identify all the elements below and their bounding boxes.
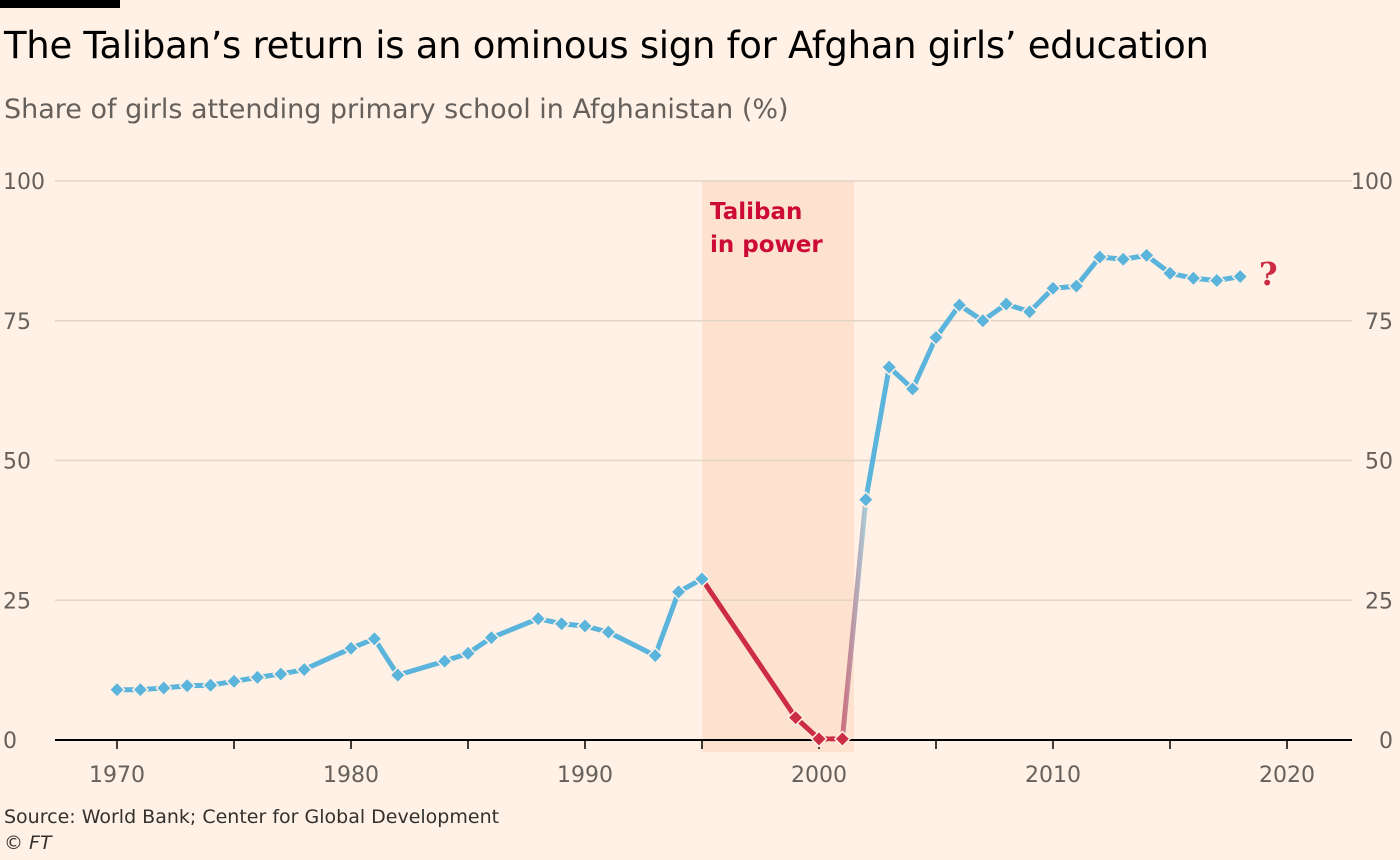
y-tick-label-right-75: 75	[1365, 310, 1393, 335]
data-point-1989	[553, 615, 571, 633]
y-tick-label-left-75: 75	[3, 310, 31, 335]
data-point-1990	[576, 617, 594, 635]
taliban-label-line1: Taliban	[710, 199, 802, 225]
y-tick-label-right-0: 0	[1379, 729, 1393, 754]
data-point-1984	[436, 652, 454, 670]
y-tick-label-right-25: 25	[1365, 589, 1393, 614]
axis-layer: 0 0 25 25 50 50 75 75 100 100 1970 1980 1990 2000 2010…	[3, 170, 1393, 788]
ft-top-bar	[0, 0, 120, 8]
data-point-2000	[810, 730, 828, 748]
data-point-1971	[131, 681, 149, 699]
line-segment-2002-2003	[863, 364, 892, 503]
data-point-1975	[225, 672, 243, 690]
data-point-2003	[880, 358, 898, 376]
line-segment-2001-2002	[839, 497, 869, 742]
x-tick-label-2020: 2020	[1259, 763, 1315, 788]
line-segment-1981-1982	[371, 636, 401, 678]
data-point-1978	[295, 661, 313, 679]
data-point-1977	[272, 665, 290, 683]
data-point-2013	[1114, 250, 1132, 268]
source-note: Source: World Bank; Center for Global De…	[4, 806, 500, 828]
data-point-1981	[365, 630, 383, 648]
x-tick-label-2000: 2000	[791, 763, 847, 788]
line-segment-1978-1980	[301, 645, 354, 673]
data-point-2007	[974, 312, 992, 330]
grid-layer	[55, 180, 1352, 601]
line-segment-2011-2012	[1073, 254, 1103, 289]
y-tick-label-left-0: 0	[3, 729, 17, 754]
data-point-2004	[904, 380, 922, 398]
data-point-2008	[997, 295, 1015, 313]
data-point-1999	[787, 709, 805, 727]
data-point-1991	[599, 623, 617, 641]
data-point-2011	[1067, 277, 1085, 295]
data-point-1973	[178, 677, 196, 695]
point-layer	[108, 246, 1249, 748]
line-segment-2005-2006	[933, 302, 962, 341]
data-point-2018	[1231, 268, 1249, 286]
data-point-2012	[1091, 248, 1109, 266]
y-tick-label-left-50: 50	[3, 450, 31, 475]
data-point-2001	[833, 730, 851, 748]
data-point-2009	[1021, 303, 1039, 321]
line-segment-1982-1984	[395, 658, 448, 678]
ft-credit: © FT	[4, 832, 52, 854]
data-point-1982	[389, 666, 407, 684]
data-point-2010	[1044, 279, 1062, 297]
data-point-1988	[529, 610, 547, 628]
line-segment-1995-1999	[699, 576, 799, 721]
data-point-2014	[1138, 246, 1156, 264]
x-tick-label-1990: 1990	[557, 763, 613, 788]
data-point-1993	[646, 647, 664, 665]
data-point-2015	[1161, 264, 1179, 282]
x-tick-label-1980: 1980	[323, 763, 379, 788]
line-segment-1993-1994	[652, 589, 682, 659]
data-point-1980	[342, 639, 360, 657]
data-point-1974	[202, 676, 220, 694]
data-point-1986	[482, 629, 500, 647]
data-point-1985	[459, 644, 477, 662]
x-tick-label-2010: 2010	[1025, 763, 1081, 788]
y-tick-label-left-25: 25	[3, 589, 31, 614]
y-tick-label-right-50: 50	[1365, 450, 1393, 475]
chart-title: The Taliban’s return is an ominous sign …	[4, 24, 1209, 67]
y-tick-label-right-100: 100	[1351, 170, 1393, 195]
data-point-2017	[1208, 271, 1226, 290]
data-point-1994	[670, 583, 688, 601]
data-point-1972	[155, 679, 173, 697]
data-point-2016	[1184, 269, 1202, 287]
data-point-2002	[857, 491, 875, 509]
data-point-2006	[950, 296, 968, 314]
data-point-1976	[248, 668, 266, 686]
data-point-2005	[927, 328, 945, 347]
y-tick-label-left-100: 100	[3, 170, 45, 195]
data-point-1995	[693, 570, 711, 588]
shade-layer	[702, 181, 855, 752]
data-point-1970	[108, 681, 126, 699]
line-segment-1991-1993	[605, 629, 658, 659]
x-tick-label-1970: 1970	[89, 763, 145, 788]
line-layer	[114, 252, 1243, 742]
line-segment-1986-1988	[488, 616, 541, 641]
annotation-layer: Taliban in power?	[710, 199, 1278, 293]
taliban-label-line2: in power	[710, 232, 823, 258]
line-segment-2004-2005	[910, 335, 939, 392]
line-chart: 0 0 25 25 50 50 75 75 100 100 1970 1980 1990 2000 2010…	[3, 170, 1393, 788]
question-mark-annotation: ?	[1259, 255, 1278, 293]
chart-subtitle: Share of girls attending primary school …	[4, 94, 789, 125]
taliban-period-shade	[702, 181, 855, 752]
